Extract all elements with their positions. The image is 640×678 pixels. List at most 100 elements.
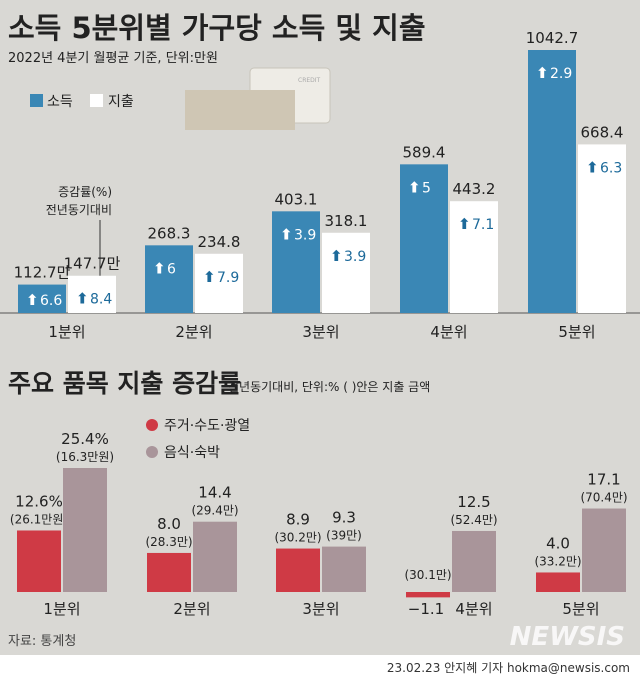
arrow-up-icon: ⬆ [203, 268, 216, 286]
newsis-logo: NEWSIS [510, 622, 625, 652]
amount-label: (52.4만) [450, 513, 497, 527]
bar-expense [578, 144, 626, 313]
bar-housing [406, 592, 450, 598]
category-label: 2분위 [175, 323, 212, 341]
bar-expense [322, 232, 370, 313]
bar-food [63, 468, 107, 592]
bar-housing [17, 530, 61, 592]
change-label: 3.9 [294, 227, 316, 243]
change-label: 2.9 [550, 66, 572, 82]
value-label: 4.0 [546, 534, 570, 552]
source-label: 자료: 통계청 [8, 634, 76, 649]
change-label: 3.9 [344, 249, 366, 265]
value-label: 268.3 [148, 224, 191, 242]
bar-income [528, 50, 576, 313]
bar-expense [68, 275, 116, 313]
arrow-up-icon: ⬆ [458, 215, 471, 233]
value-label: 234.8 [198, 233, 241, 251]
arrow-up-icon: ⬆ [536, 64, 549, 82]
amount-label: (30.1만) [404, 568, 451, 582]
value-label: 17.1 [587, 471, 620, 489]
amount-label: (29.4만) [191, 504, 238, 518]
change-label: 6 [167, 261, 176, 277]
value-label: 318.1 [325, 212, 368, 230]
arrow-up-icon: ⬆ [330, 247, 343, 265]
bar-food [582, 508, 626, 592]
bar-income [18, 284, 66, 313]
value-label: 14.4 [198, 484, 231, 502]
amount-label: (26.1만원) [10, 512, 68, 526]
value-label: 668.4 [581, 123, 624, 141]
category-label: 4분위 [455, 600, 492, 618]
chart-title: 소득 5분위별 가구당 소득 및 지출 [8, 11, 426, 45]
amount-label: (28.3만) [145, 535, 192, 549]
value-label: 25.4% [61, 430, 109, 448]
value-label: 1042.7 [526, 29, 579, 47]
category-label: 1분위 [43, 600, 80, 618]
amount-label: (70.4만) [580, 491, 627, 505]
legend-swatch-expense [90, 94, 103, 107]
arrow-up-icon: ⬆ [408, 178, 421, 196]
change-label: 6.3 [600, 160, 622, 176]
annotation-line1: 증감률(%) [58, 185, 112, 199]
legend-swatch-housing [146, 419, 158, 431]
category-label: 5분위 [558, 323, 595, 341]
bar-income [272, 211, 320, 313]
arrow-up-icon: ⬆ [26, 291, 39, 309]
category-label: 5분위 [562, 600, 599, 618]
amount-label: (30.2만) [274, 531, 321, 545]
value-label: 8.9 [286, 511, 310, 529]
value-label: 147.7만 [64, 255, 121, 273]
chart-subtitle: 2022년 4분기 월평균 기준, 단위:만원 [8, 51, 218, 66]
bar-food [322, 546, 366, 592]
amount-label: (16.3만원) [56, 450, 114, 464]
legend-label-food: 음식·숙박 [164, 445, 220, 461]
value-label: 9.3 [332, 509, 356, 527]
change-label: 7.1 [472, 217, 494, 233]
legend-label-housing: 주거·수도·광열 [164, 418, 250, 434]
amount-label: (33.2만) [534, 554, 581, 568]
value-label: 403.1 [275, 190, 318, 208]
bar-housing [536, 572, 580, 592]
footer-bar [0, 655, 640, 678]
change-label: 7.9 [217, 270, 239, 286]
bar-food [452, 530, 496, 592]
category-label: 3분위 [302, 323, 339, 341]
value-label: −1.1 [408, 600, 444, 618]
annotation-line2: 전년동기대비 [46, 203, 112, 217]
change-label: 8.4 [90, 292, 112, 308]
category-label: 2분위 [173, 600, 210, 618]
bar-income [400, 164, 448, 313]
bar-expense [195, 253, 243, 313]
legend-swatch-income [30, 94, 43, 107]
category-label: 4분위 [430, 323, 467, 341]
bar-housing [276, 548, 320, 592]
chart-subtitle: 전년동기대비, 단위:% ( )안은 지출 금액 [228, 380, 430, 394]
category-label: 1분위 [48, 323, 85, 341]
change-label: 5 [422, 180, 431, 196]
arrow-up-icon: ⬆ [153, 259, 166, 277]
money-stack-image [185, 90, 295, 130]
value-label: 12.6% [15, 492, 63, 510]
value-label: 112.7만 [14, 264, 71, 282]
bar-expense [450, 201, 498, 313]
credit-label: 23.02.23 안지혜 기자 hokma@newsis.com [387, 661, 630, 675]
arrow-up-icon: ⬆ [280, 225, 293, 243]
value-label: 12.5 [457, 493, 490, 511]
category-label: 3분위 [302, 600, 339, 618]
arrow-up-icon: ⬆ [76, 290, 89, 308]
arrow-up-icon: ⬆ [586, 158, 599, 176]
legend-label-income: 소득 [47, 94, 73, 110]
amount-label: (39만) [326, 529, 362, 543]
bar-income [145, 245, 193, 313]
legend-label-expense: 지출 [108, 94, 134, 110]
value-label: 443.2 [453, 180, 496, 198]
value-label: 589.4 [403, 143, 446, 161]
bar-food [193, 521, 237, 592]
change-label: 6.6 [40, 293, 62, 309]
value-label: 8.0 [157, 515, 181, 533]
legend-swatch-food [146, 446, 158, 458]
